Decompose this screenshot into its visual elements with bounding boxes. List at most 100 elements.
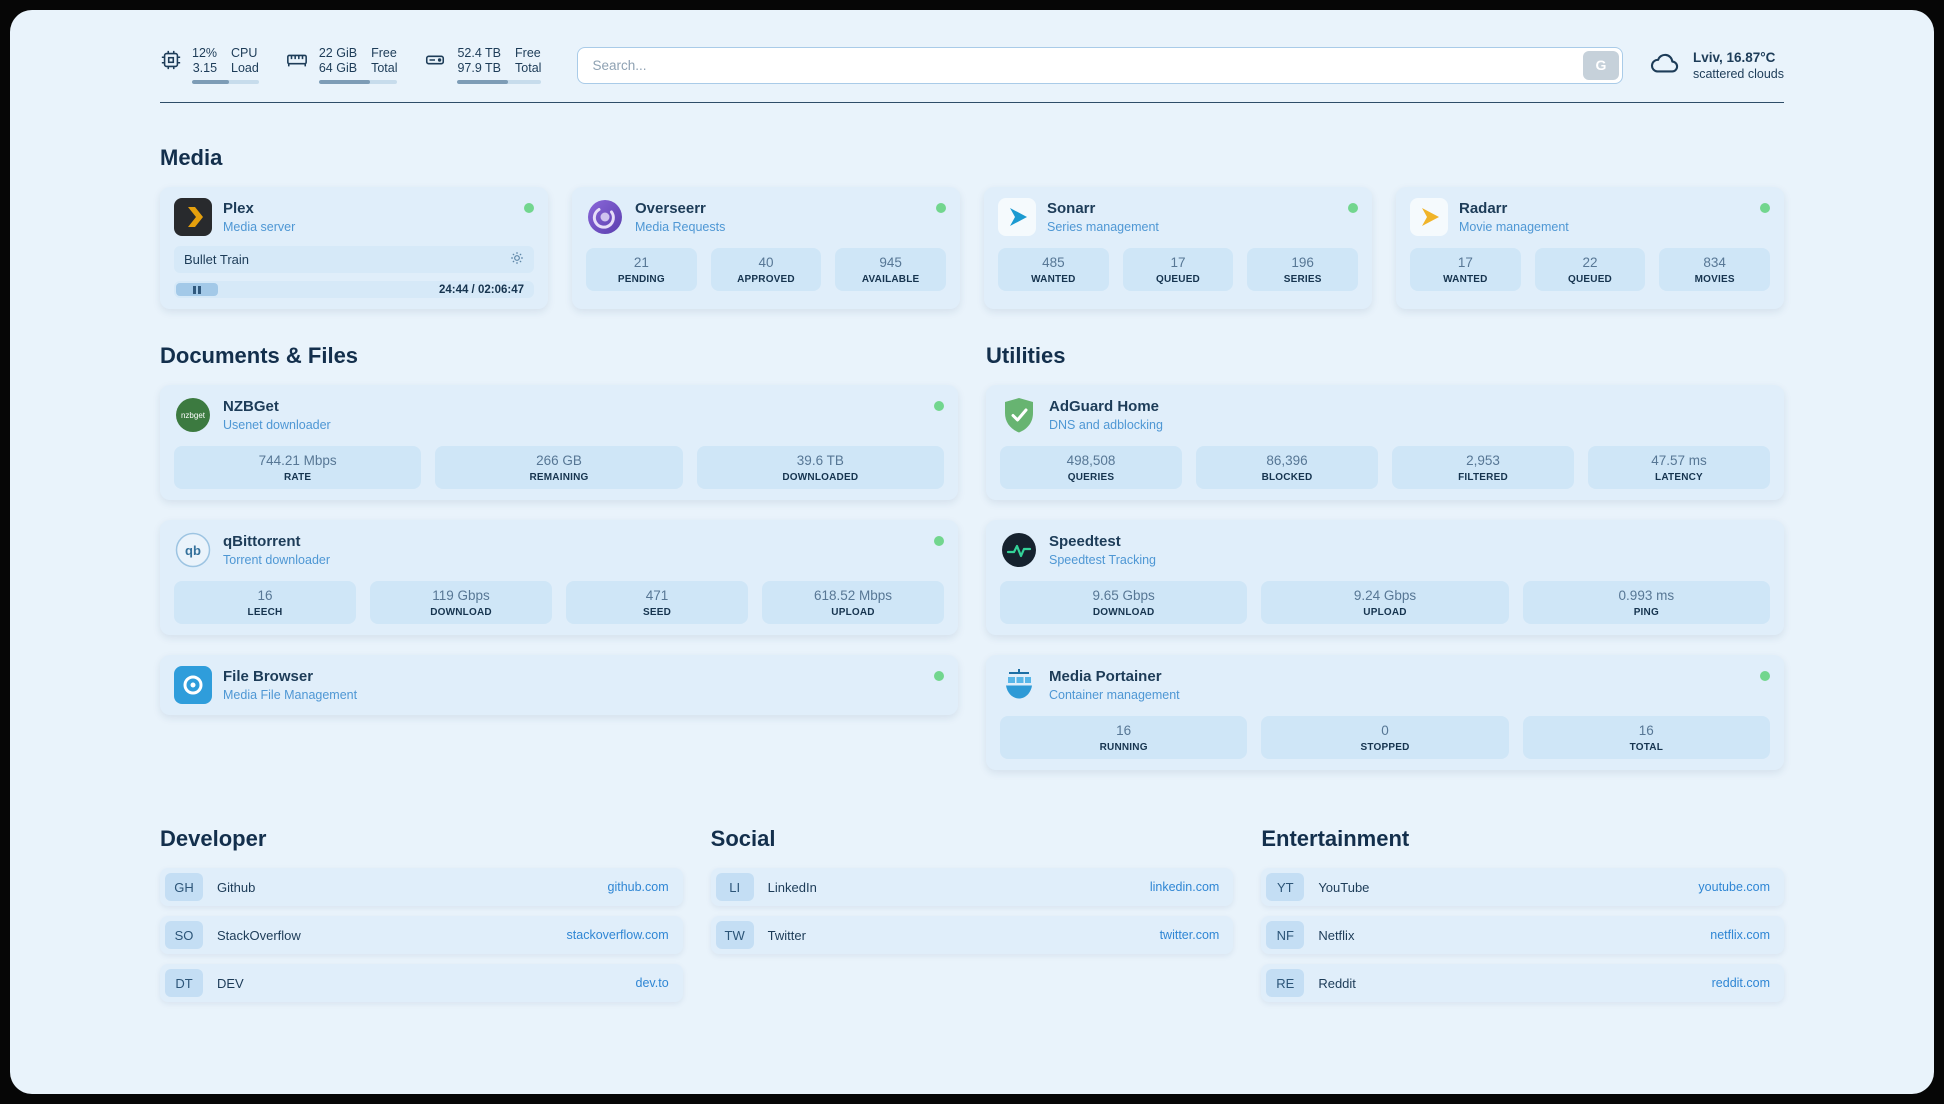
service-card-overseerr[interactable]: Overseerr Media Requests 21 PENDING 40 A… [572,187,960,309]
bookmark-abbr: SO [165,921,203,949]
service-subtitle: Movie management [1459,220,1569,234]
stat-label: RATE [284,472,312,483]
disk-progress-bar [457,80,542,84]
stat-label: PING [1633,607,1659,618]
bookmark-group-social: Social LI LinkedIn linkedin.com TW Twitt… [710,826,1234,1002]
service-card-portainer[interactable]: Media Portainer Container management 16 … [986,655,1784,770]
ram-progress-bar [318,80,398,84]
bookmark-github[interactable]: GH Github github.com [160,868,683,906]
stat-box: 119 Gbps DOWNLOAD [370,581,552,624]
disk-label-top: Free [515,46,541,60]
stat-box: 17 QUEUED [1122,248,1234,291]
stat-label: QUEUED [1568,274,1612,285]
portainer-icon [1000,666,1038,704]
stat-value: 16 [1638,723,1654,738]
service-card-sonarr[interactable]: Sonarr Series management 485 WANTED 17 Q… [984,187,1372,309]
weather-location: Lviv, 16.87°C [1692,49,1776,65]
stat-box: 266 GB REMAINING [435,446,683,489]
stat-label: STOPPED [1360,742,1410,753]
service-name: Media Portainer [1049,668,1162,685]
stat-box: 86,396 BLOCKED [1196,446,1378,489]
stat-label: AVAILABLE [861,274,920,285]
bookmark-url: dev.to [635,976,669,990]
service-subtitle: Torrent downloader [223,553,331,567]
section-title-media: Media [160,145,223,170]
ram-widget: 22 GiB Free 64 GiB Total [285,46,398,84]
bookmark-name: DEV [217,975,244,991]
search-input[interactable] [577,46,1623,84]
stat-box: 2,953 FILTERED [1392,446,1574,489]
service-card-nzbget[interactable]: nzbget NZBGet Usenet downloader 74 [160,385,958,500]
service-card-qbittorrent[interactable]: qb qBittorrent Torrent downloader [160,520,958,635]
ram-free-value: 22 GiB [318,46,358,60]
bookmark-abbr: NF [1266,921,1305,949]
bookmark-name: Reddit [1318,975,1356,991]
bookmark-name: Netflix [1318,927,1355,943]
service-subtitle: Container management [1049,688,1180,702]
service-subtitle: Speedtest Tracking [1049,553,1157,567]
stat-value: 0.993 ms [1618,588,1675,603]
ram-label-bottom: Total [371,61,398,75]
stat-value: 47.57 ms [1651,453,1707,468]
service-name: Sonarr [1047,200,1096,217]
status-dot [934,401,944,411]
stat-value: 86,396 [1266,453,1308,468]
cpu-label-bottom: Load [231,61,259,75]
now-playing-title: Bullet Train [184,252,250,267]
status-dot [1760,203,1770,213]
stat-box: 498,508 QUERIES [1000,446,1182,489]
service-card-speedtest[interactable]: Speedtest Speedtest Tracking 9.65 Gbps D… [986,520,1784,635]
stat-label: WANTED [1443,274,1488,285]
pause-icon[interactable] [176,283,218,296]
stat-box: 40 APPROVED [710,248,822,291]
bookmark-abbr: GH [165,873,203,901]
bookmark-name: Github [217,879,256,895]
service-card-adguard[interactable]: AdGuard Home DNS and adblocking 498,508 … [986,385,1784,500]
bookmark-linkedin[interactable]: LI LinkedIn linkedin.com [710,868,1234,906]
stat-box: 21 PENDING [586,248,697,291]
bookmark-name: StackOverflow [217,927,301,943]
cloud-icon [1649,50,1681,81]
stat-value: 485 [1042,255,1065,270]
status-dot [934,536,944,546]
disk-icon [423,49,447,76]
stat-box: 16 LEECH [174,581,356,624]
stat-box: 0.993 ms PING [1522,581,1770,624]
playback-time: 24:44 / 02:06:47 [438,283,524,296]
cpu-label-top: CPU [231,46,258,60]
bookmark-dev[interactable]: DT DEV dev.to [160,964,683,1002]
disk-free-value: 52.4 TB [457,46,502,60]
search-provider-button[interactable]: G [1582,50,1619,80]
bookmark-netflix[interactable]: NF Netflix netflix.com [1261,916,1784,954]
service-subtitle: Series management [1047,220,1159,234]
svg-text:qb: qb [185,543,201,558]
header: 12% CPU 3.15 Load [160,46,1784,84]
service-name: File Browser [223,668,314,685]
bookmark-url: github.com [607,880,669,894]
bookmark-group-developer: Developer GH Github github.com SO StackO… [160,826,683,1002]
bookmark-reddit[interactable]: RE Reddit reddit.com [1261,964,1784,1002]
stat-label: QUERIES [1067,472,1115,483]
service-card-radarr[interactable]: Radarr Movie management 17 WANTED 22 QUE… [1396,187,1784,309]
status-dot [524,203,534,213]
status-dot [1348,203,1358,213]
service-card-plex[interactable]: Plex Media server Bullet Train [160,187,548,309]
service-subtitle: Media Requests [635,220,726,234]
adguard-icon [1000,396,1038,434]
bookmark-url: linkedin.com [1149,880,1220,894]
stat-box: 744.21 Mbps RATE [174,446,422,489]
bookmark-youtube[interactable]: YT YouTube youtube.com [1261,868,1784,906]
stat-value: 9.24 Gbps [1353,588,1417,603]
bookmark-abbr: LI [715,873,754,901]
service-name: Radarr [1459,200,1508,217]
bookmark-url: stackoverflow.com [566,928,669,942]
stat-label: UPLOAD [1363,607,1407,618]
service-card-filebrowser[interactable]: File Browser Media File Management [160,655,958,715]
stat-value: 196 [1291,255,1314,270]
bookmark-stackoverflow[interactable]: SO StackOverflow stackoverflow.com [160,916,683,954]
stat-value: 17 [1457,255,1473,270]
bookmark-twitter[interactable]: TW Twitter twitter.com [710,916,1234,954]
gear-icon[interactable] [510,251,524,268]
stat-label: WANTED [1031,274,1076,285]
stat-box: 39.6 TB DOWNLOADED [696,446,944,489]
